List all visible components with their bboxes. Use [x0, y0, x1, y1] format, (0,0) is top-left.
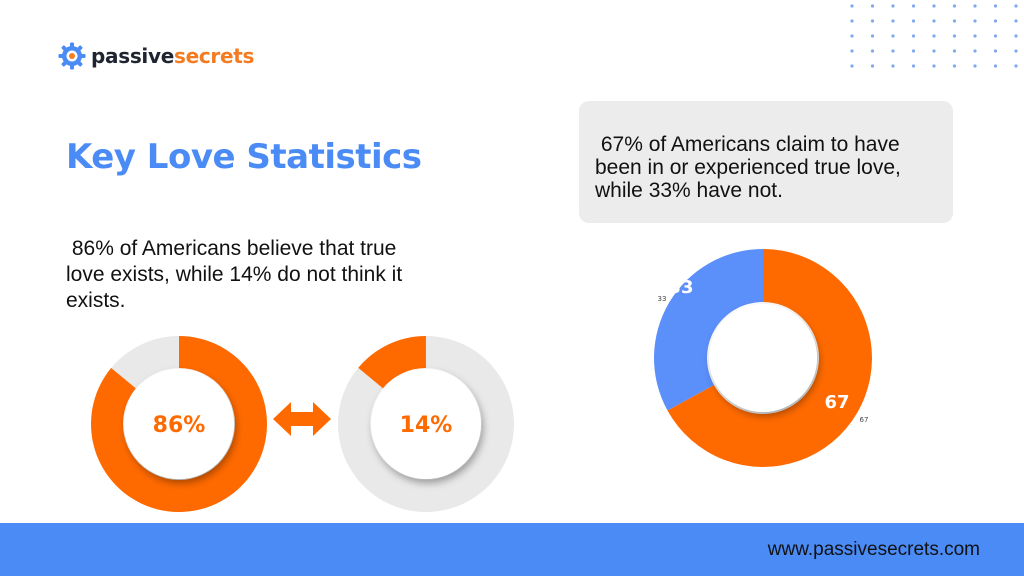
dot: [850, 49, 854, 53]
brand-name: passivesecrets: [91, 44, 255, 68]
donut-slice-67: [667, 249, 872, 467]
dot: [932, 49, 936, 53]
dot: [870, 49, 875, 53]
stat-text-true-love-exists: 86% of Americans believe that true love …: [66, 237, 409, 312]
donut-center: [371, 369, 481, 479]
donut-slice-33: [654, 249, 763, 411]
dot: [932, 4, 936, 8]
dot: [1014, 19, 1018, 23]
stat-text-experienced-true-love: 67% of Americans claim to have been in o…: [595, 133, 907, 202]
dot: [932, 64, 936, 68]
dot: [850, 4, 854, 8]
slice-outer-label: 33: [658, 295, 667, 303]
dot: [891, 19, 895, 23]
dot: [891, 34, 895, 38]
dot: [993, 19, 998, 23]
page-title: Key Love Statistics: [66, 137, 422, 177]
slice-data-label: 33: [668, 277, 693, 298]
gear-icon: [58, 42, 86, 70]
dot: [1014, 64, 1018, 68]
dot: [1014, 49, 1018, 53]
dot: [870, 34, 875, 38]
dot: [1014, 4, 1018, 8]
slice-data-label: 67: [824, 392, 849, 413]
dot: [993, 4, 998, 8]
donut-slice-14: [111, 336, 179, 389]
dot: [952, 19, 957, 23]
slice-outer-label: 67: [860, 416, 869, 424]
dot: [932, 34, 936, 38]
dot: [973, 4, 977, 8]
dot: [952, 4, 957, 8]
double-arrow-icon: [273, 402, 331, 436]
footer-bar: www.passivesecrets.com: [0, 523, 1024, 576]
dot: [952, 64, 957, 68]
dot: [911, 64, 916, 68]
dot: [973, 49, 977, 53]
donut-slice-86: [91, 336, 267, 512]
dot: [973, 19, 977, 23]
dot: [870, 64, 875, 68]
dot: [973, 34, 977, 38]
donut-chart-14: 14%: [336, 334, 516, 514]
dot: [952, 49, 957, 53]
stat-callout-box: 67% of Americans claim to have been in o…: [579, 101, 953, 223]
dot: [973, 64, 977, 68]
dot: [891, 64, 895, 68]
dot: [850, 64, 854, 68]
dot: [1014, 34, 1018, 38]
donut-slice-86: [338, 336, 514, 512]
donut-center-label: 14%: [400, 413, 453, 438]
donut-slice-14: [358, 336, 426, 389]
brand-logo[interactable]: passivesecrets: [58, 42, 254, 70]
dot: [952, 34, 957, 38]
decorative-dot-grid: [850, 4, 1018, 68]
dot: [993, 64, 998, 68]
donut-center: [709, 304, 817, 412]
dot: [870, 4, 875, 8]
dot: [850, 19, 854, 23]
dot: [911, 34, 916, 38]
donut-center: [124, 369, 234, 479]
dot: [911, 19, 916, 23]
dot: [993, 34, 998, 38]
dot: [911, 49, 916, 53]
donut-center-label: 86%: [153, 413, 206, 438]
footer-url-link[interactable]: www.passivesecrets.com: [767, 539, 980, 560]
dot: [870, 19, 875, 23]
dot: [891, 4, 895, 8]
dot: [911, 4, 916, 8]
dot: [891, 49, 895, 53]
dot: [932, 19, 936, 23]
donut-chart-67-33: 67 67 33 33: [650, 246, 880, 476]
dot: [993, 49, 998, 53]
dot: [850, 34, 854, 38]
donut-chart-86: 86%: [89, 334, 269, 514]
